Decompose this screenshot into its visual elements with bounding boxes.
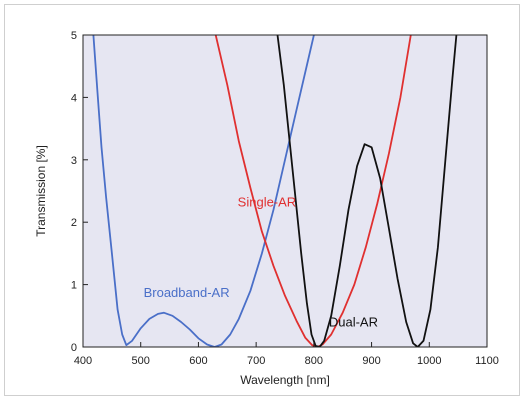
x-tick-label: 1100 [475,355,499,367]
y-tick-label: 3 [71,155,77,167]
dual-ar-series-label: Dual-AR [329,314,378,329]
single-ar-series-label: Single-AR [238,195,297,210]
y-tick-label: 4 [71,92,77,104]
y-axis-title: Transmission [%] [34,145,48,237]
y-tick-label: 5 [71,30,77,42]
plot-border [82,34,488,348]
x-tick-label: 400 [74,355,92,367]
x-tick-label: 900 [362,355,380,367]
broadband-ar-series-label: Broadband-AR [144,285,230,300]
single-ar-series-line [214,35,412,347]
figure-frame: 400 500 600 700 800 900 1000 1100 0 1 2 3 4 5 Broadba… [4,4,520,396]
x-tick-label: 600 [189,355,207,367]
y-tick-label: 1 [71,280,77,292]
broadband-ar-series-line [92,35,315,347]
y-tick-label: 0 [71,342,77,354]
x-tick-label: 500 [132,355,150,367]
dual-ar-series-line [276,35,458,347]
y-tick-label: 2 [71,217,77,229]
x-tick-label: 800 [305,355,323,367]
x-axis-title: Wavelength [nm] [240,373,330,387]
plot-area [83,35,487,347]
transmission-chart: 400 500 600 700 800 900 1000 1100 0 1 2 3 4 5 Broadba… [34,30,499,387]
x-tick-label: 1000 [417,355,441,367]
x-tick-label: 700 [247,355,265,367]
